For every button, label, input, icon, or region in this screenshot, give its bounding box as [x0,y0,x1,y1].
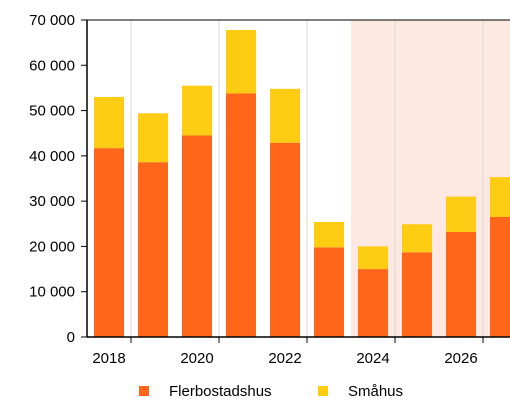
legend-label-0: Flerbostadshus [169,383,272,400]
x-tick-label-2026: 2026 [444,350,477,367]
bar-flerbostadshus-2024 [358,269,388,337]
x-tick-label-2020: 2020 [180,350,213,367]
bar-flerbostadshus-2023 [314,247,344,337]
x-tick-label-2022: 2022 [268,350,301,367]
bar-flerbostadshus-2027 [490,216,510,337]
bar-smahus-2026 [446,196,476,232]
y-tick-label-1: 10 000 [29,284,75,301]
bar-smahus-2027 [490,177,510,217]
legend-label-1: Småhus [348,383,403,400]
legend-swatch-0 [139,386,149,396]
y-tick-label-2: 20 000 [29,238,75,255]
bar-flerbostadshus-2026 [446,231,476,337]
bar-smahus-2018 [94,96,124,149]
bar-smahus-2025 [402,224,432,253]
y-tick-label-7: 70 000 [29,12,75,29]
y-tick-label-5: 50 000 [29,103,75,120]
bar-flerbostadshus-2022 [270,142,300,337]
legend-swatch-1 [318,386,328,396]
y-tick-label-4: 40 000 [29,148,75,165]
bars-group [94,29,510,337]
bar-flerbostadshus-2018 [94,148,124,337]
y-tick-label-0: 0 [67,329,75,346]
bar-flerbostadshus-2021 [226,93,256,337]
bar-flerbostadshus-2025 [402,252,432,337]
bar-smahus-2021 [226,29,256,94]
bar-smahus-2019 [138,113,168,163]
x-tick-label-2024: 2024 [356,350,389,367]
y-tick-label-3: 30 000 [29,193,75,210]
bar-smahus-2020 [182,85,212,136]
bar-flerbostadshus-2020 [182,135,212,337]
x-tick-label-2018: 2018 [92,350,125,367]
bar-smahus-2023 [314,221,344,248]
bar-smahus-2022 [270,88,300,143]
bar-smahus-2024 [358,246,388,270]
y-tick-label-6: 60 000 [29,57,75,74]
bar-flerbostadshus-2019 [138,162,168,337]
